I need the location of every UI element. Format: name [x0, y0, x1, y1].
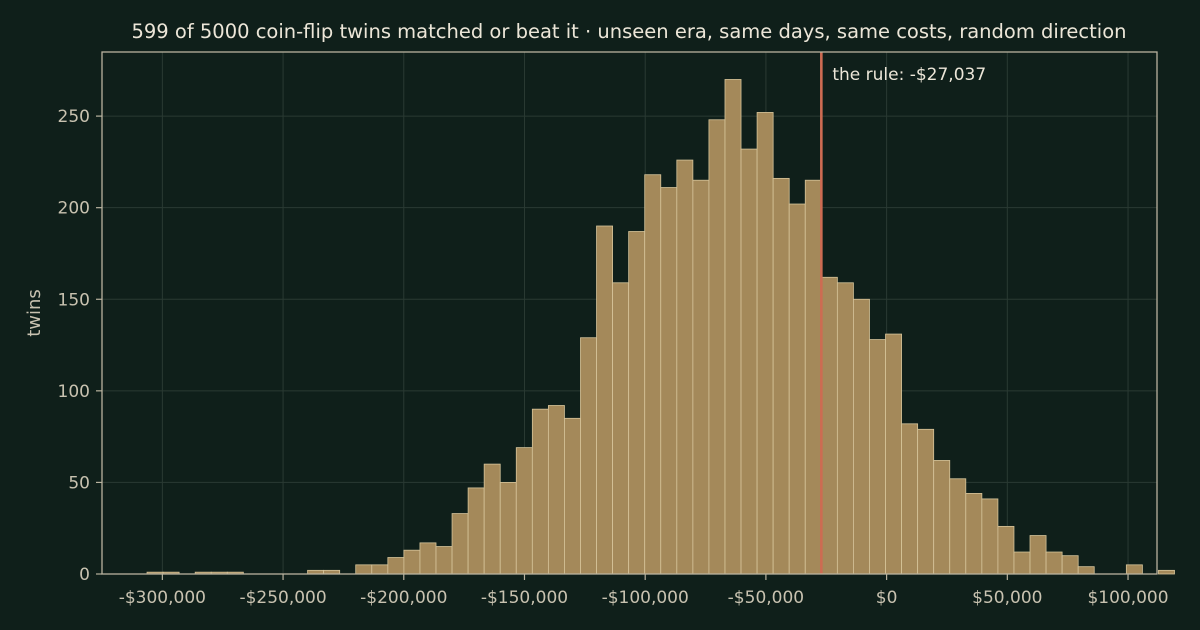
histogram-bar: [596, 225, 614, 575]
histogram-bar: [483, 463, 501, 575]
x-tick-label: $100,000: [1087, 588, 1168, 608]
histogram-bar: [949, 478, 967, 575]
x-tick-label: -$250,000: [239, 588, 326, 608]
y-tick-label: 0: [79, 565, 90, 585]
histogram-bar: [644, 174, 662, 575]
y-tick-label: 150: [58, 290, 90, 310]
histogram-bar: [1061, 555, 1079, 575]
histogram-bar: [660, 187, 678, 575]
histogram-bar: [788, 203, 806, 575]
histogram-bar: [467, 487, 485, 575]
histogram-bar: [692, 179, 710, 575]
histogram-bar: [836, 282, 854, 575]
histogram-bar: [419, 542, 437, 575]
histogram-bar: [451, 513, 469, 575]
histogram-bar: [371, 564, 389, 575]
chart-title: 599 of 5000 coin-flip twins matched or b…: [131, 20, 1126, 43]
histogram-bar: [531, 408, 549, 575]
plot-frame: [101, 51, 1158, 575]
histogram-bar: [1045, 551, 1063, 575]
histogram-bar: [724, 79, 742, 575]
x-tick-label: -$150,000: [481, 588, 568, 608]
histogram-bar: [676, 159, 694, 575]
histogram-bar: [547, 405, 565, 575]
histogram-bar: [612, 282, 630, 575]
histogram-bar: [933, 460, 951, 575]
histogram-bar: [885, 333, 902, 575]
histogram-bar: [435, 546, 453, 575]
histogram-bar: [965, 493, 983, 575]
histogram-bar: [740, 148, 758, 575]
histogram-bar: [499, 482, 517, 575]
histogram-bar: [853, 298, 870, 575]
x-tick-label: $50,000: [972, 588, 1042, 608]
y-tick-label: 250: [58, 107, 90, 127]
histogram-bar: [804, 179, 822, 575]
x-tick-label: -$100,000: [602, 588, 689, 608]
x-tick-label: -$50,000: [728, 588, 804, 608]
histogram-bar: [997, 525, 1015, 575]
histogram-bar: [1158, 569, 1175, 575]
y-tick-label: 50: [68, 473, 90, 493]
y-axis-ticks: 0 50 100 150 200 250: [58, 107, 102, 585]
x-tick-label: $0: [876, 588, 898, 608]
histogram-bar: [820, 276, 838, 575]
x-tick-label: -$300,000: [119, 588, 206, 608]
histogram-bar: [917, 428, 935, 575]
histogram-bar: [564, 417, 581, 575]
rule-annotation-label: the rule: -$27,037: [832, 65, 986, 85]
histogram-bar: [708, 119, 726, 575]
histogram-bar: [869, 339, 886, 575]
histogram-bar: [981, 498, 999, 575]
histogram-bar: [1029, 535, 1047, 575]
y-axis-label: twins: [24, 289, 45, 337]
histogram-bar: [772, 177, 790, 575]
histogram-bar: [515, 447, 533, 575]
histogram-bar: [628, 231, 646, 575]
x-tick-label: -$200,000: [360, 588, 447, 608]
histogram-bar: [756, 112, 774, 575]
histogram-bar: [355, 564, 373, 575]
histogram-bar: [580, 337, 597, 575]
y-tick-label: 100: [58, 382, 90, 402]
y-tick-label: 200: [58, 199, 90, 219]
histogram-bar: [403, 549, 421, 575]
histogram-bar: [1013, 551, 1031, 575]
x-axis-ticks: -$300,000 -$250,000 -$200,000 -$150,000 -$10…: [119, 574, 1169, 608]
histogram-bar: [1125, 564, 1143, 575]
histogram-bar: [387, 557, 405, 575]
histogram-bar: [1077, 566, 1095, 575]
histogram-bar: [901, 423, 919, 575]
